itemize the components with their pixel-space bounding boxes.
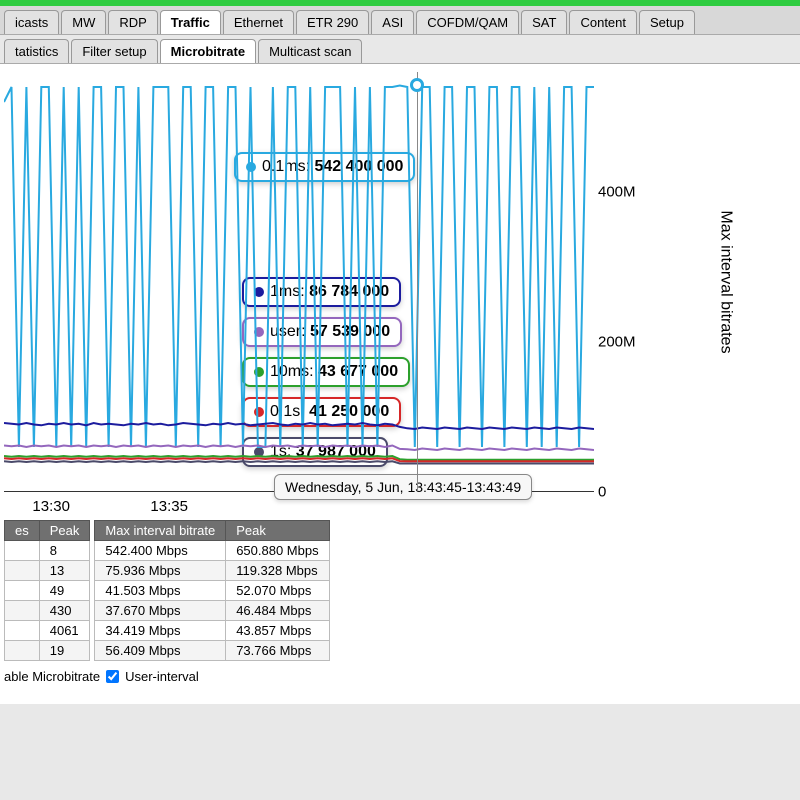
table-cell: 34.419 Mbps [95,621,226,641]
y-tick-label: 0 [598,484,606,501]
table-row[interactable]: 34.419 Mbps43.857 Mbps [95,621,329,641]
table-row[interactable]: 4061 [5,621,90,641]
main-tab-setup[interactable]: Setup [639,10,695,34]
table-cell: 8 [39,541,90,561]
main-tab-rdp[interactable]: RDP [108,10,157,34]
table-cell [5,641,40,661]
sub-tab-tatistics[interactable]: tatistics [4,39,69,63]
table-cell: 43.857 Mbps [226,621,329,641]
table-row[interactable]: 49 [5,581,90,601]
table-header[interactable]: Peak [226,521,329,541]
main-tab-ethernet[interactable]: Ethernet [223,10,294,34]
table-left: esPeak81349430406119 [4,520,90,661]
main-tab-content[interactable]: Content [569,10,637,34]
x-tick-label: 13:35 [150,498,188,515]
table-cell: 75.936 Mbps [95,561,226,581]
table-cell: 56.409 Mbps [95,641,226,661]
main-tab-sat[interactable]: SAT [521,10,567,34]
table-row[interactable]: 542.400 Mbps650.880 Mbps [95,541,329,561]
user-interval-label: User-interval [125,669,199,684]
y-tick-label: 200M [598,334,636,351]
tables-row: esPeak81349430406119 Max interval bitrat… [4,520,796,661]
footer-controls: able Microbitrate User-interval [4,669,796,684]
content-pane: 0.1ms: 542 400 0001ms: 86 784 000user: 5… [0,64,800,704]
table-cell: 650.880 Mbps [226,541,329,561]
table-cell [5,561,40,581]
chart-crosshair [417,72,418,491]
table-cell [5,601,40,621]
table-cell: 119.328 Mbps [226,561,329,581]
chart-plot-area[interactable]: 0.1ms: 542 400 0001ms: 86 784 000user: 5… [4,72,594,492]
table-row[interactable]: 41.503 Mbps52.070 Mbps [95,581,329,601]
main-tab-icasts[interactable]: icasts [4,10,59,34]
chart-lines-svg [4,72,594,492]
table-cell: 46.484 Mbps [226,601,329,621]
table-cell: 49 [39,581,90,601]
table-cell: 73.766 Mbps [226,641,329,661]
main-tab-asi[interactable]: ASI [371,10,414,34]
main-tab-cofdm-qam[interactable]: COFDM/QAM [416,10,519,34]
sub-tab-multicast-scan[interactable]: Multicast scan [258,39,362,63]
x-tick-label: 13:30 [32,498,70,515]
table-row[interactable]: 19 [5,641,90,661]
table-right: Max interval bitratePeak542.400 Mbps650.… [94,520,329,661]
table-cell [5,581,40,601]
table-cell: 542.400 Mbps [95,541,226,561]
table-row[interactable]: 8 [5,541,90,561]
y-axis-title: Max interval bitrates [717,210,735,353]
table-cell: 41.503 Mbps [95,581,226,601]
user-interval-checkbox[interactable] [106,670,119,683]
table-row[interactable]: 75.936 Mbps119.328 Mbps [95,561,329,581]
main-tab-etr-290[interactable]: ETR 290 [296,10,369,34]
y-axis-title-container: Max interval bitrates [654,72,797,492]
main-tab-traffic[interactable]: Traffic [160,10,221,34]
table-row[interactable]: 430 [5,601,90,621]
series-0.1ms [4,86,594,448]
table-cell [5,621,40,641]
y-axis: 400M200M0 [594,72,654,492]
enable-microbitrate-label: able Microbitrate [4,669,100,684]
table-cell [5,541,40,561]
table-cell: 4061 [39,621,90,641]
table-header[interactable]: es [5,521,40,541]
table-row[interactable]: 37.670 Mbps46.484 Mbps [95,601,329,621]
table-cell: 13 [39,561,90,581]
table-row[interactable]: 13 [5,561,90,581]
table-cell: 37.670 Mbps [95,601,226,621]
sub-tab-filter-setup[interactable]: Filter setup [71,39,157,63]
table-cell: 430 [39,601,90,621]
table-cell: 52.070 Mbps [226,581,329,601]
table-row[interactable]: 56.409 Mbps73.766 Mbps [95,641,329,661]
sub-tab-bar: tatisticsFilter setupMicrobitrateMultica… [0,35,800,64]
chart-crosshair-marker [410,78,424,92]
series-user [4,446,594,451]
main-tab-mw[interactable]: MW [61,10,106,34]
table-header[interactable]: Peak [39,521,90,541]
y-tick-label: 400M [598,184,636,201]
main-tab-bar: icastsMWRDPTrafficEthernetETR 290ASICOFD… [0,6,800,35]
table-header[interactable]: Max interval bitrate [95,521,226,541]
table-cell: 19 [39,641,90,661]
chart-container: 0.1ms: 542 400 0001ms: 86 784 000user: 5… [4,72,796,492]
sub-tab-microbitrate[interactable]: Microbitrate [160,39,256,63]
